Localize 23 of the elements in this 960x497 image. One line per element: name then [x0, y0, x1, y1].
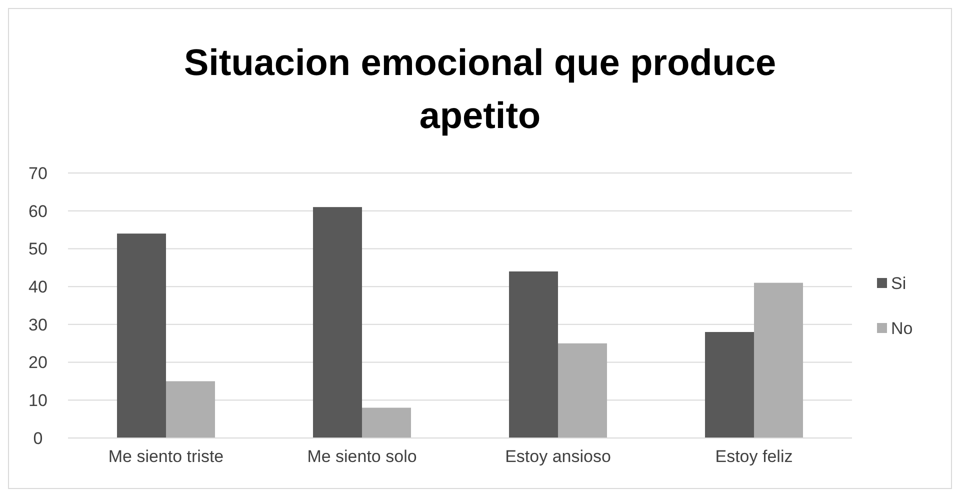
- bar: [362, 408, 411, 438]
- y-tick-label: 30: [28, 315, 48, 334]
- bar: [558, 343, 607, 438]
- y-tick-label: 50: [28, 240, 48, 259]
- legend-label: No: [891, 318, 913, 338]
- bar: [117, 234, 166, 438]
- bar: [313, 207, 362, 438]
- y-tick-label: 0: [33, 428, 43, 448]
- y-tick-label: 20: [28, 353, 48, 372]
- y-tick-label: 70: [28, 164, 48, 183]
- chart-title: Situacion emocional que produce apetito: [184, 42, 776, 136]
- x-tick-label: Estoy feliz: [715, 447, 793, 466]
- bar: [166, 381, 215, 438]
- bar: [754, 282, 803, 438]
- y-tick-label: 10: [28, 391, 48, 410]
- legend-label: Si: [891, 274, 906, 293]
- bar: [509, 271, 558, 438]
- x-tick-label: Estoy ansioso: [505, 447, 611, 466]
- y-tick-label: 60: [28, 202, 48, 221]
- y-tick-label: 40: [28, 278, 48, 297]
- bar: [705, 332, 754, 438]
- x-tick-label: Me siento solo: [307, 447, 417, 466]
- x-tick-label: Me siento triste: [108, 447, 224, 466]
